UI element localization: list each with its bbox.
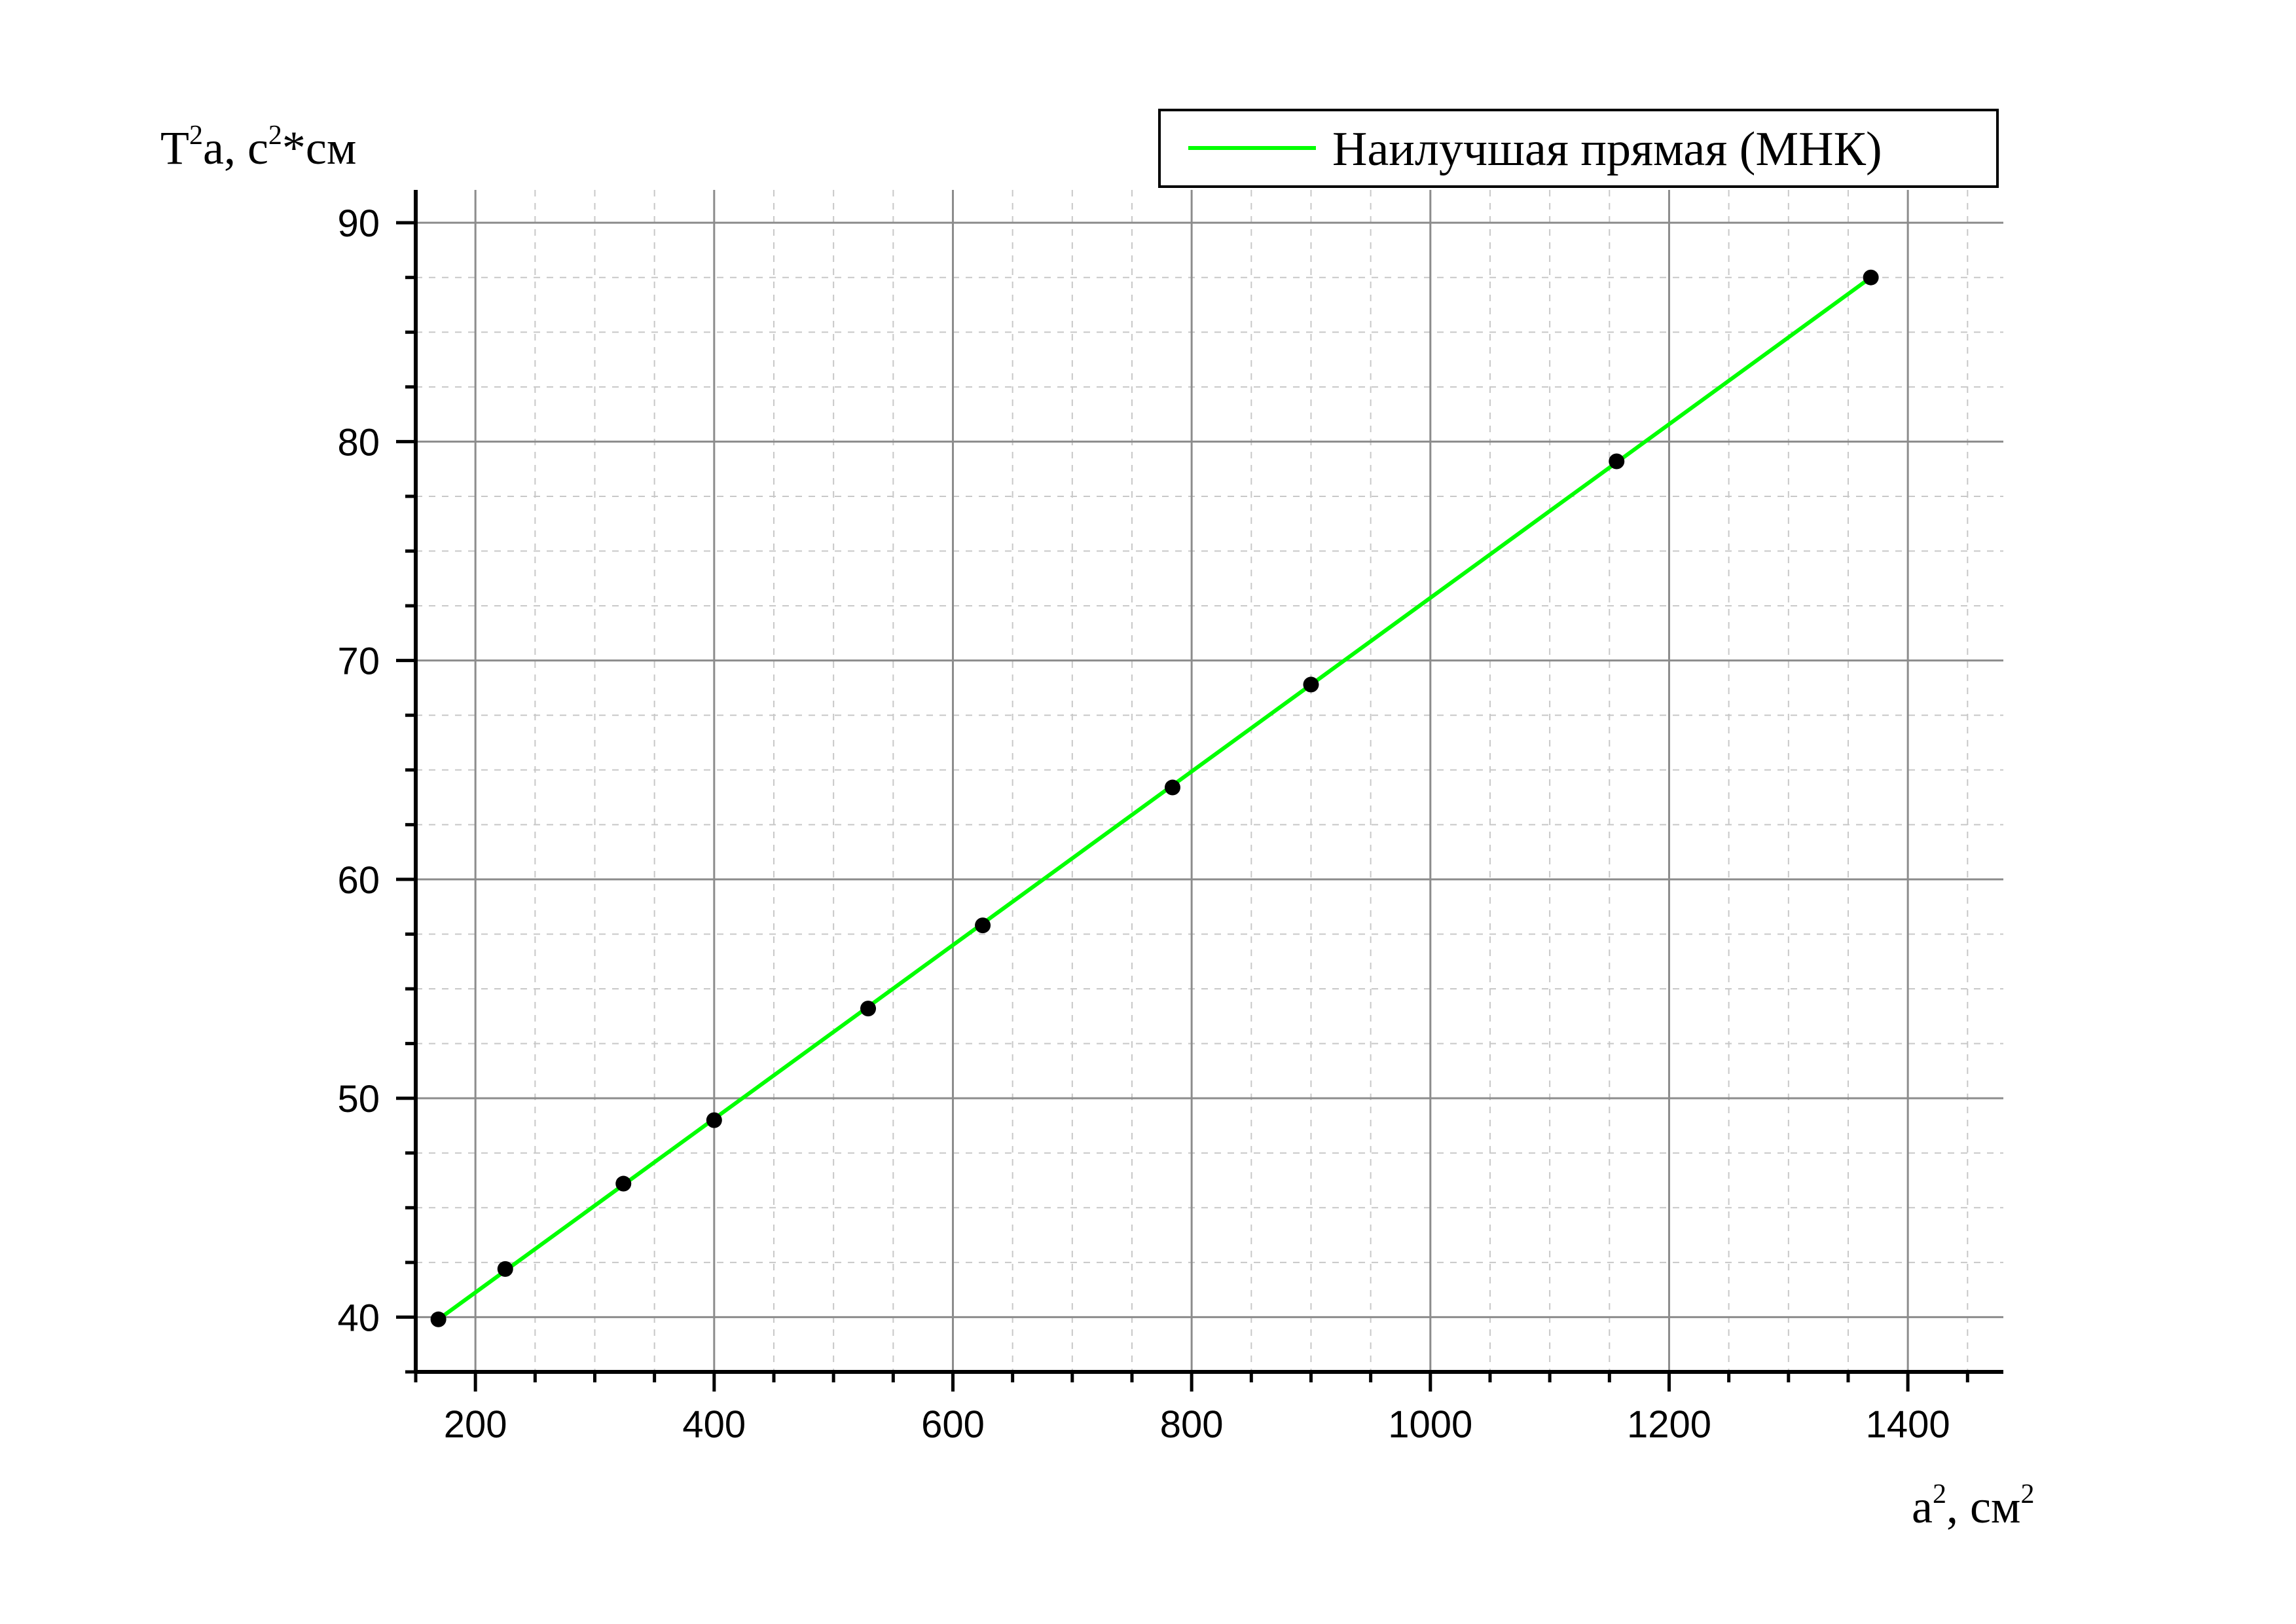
data-point (975, 917, 991, 934)
data-point (860, 1001, 877, 1017)
data-point (1863, 269, 1879, 286)
y-tick-label: 90 (337, 202, 380, 245)
data-point (706, 1112, 722, 1128)
plot-area (430, 269, 1879, 1327)
tick-labels: 200 400 600 800 1000 1200 1400 40 50 60 70 80 90 (337, 202, 1950, 1446)
axes (396, 190, 2003, 1392)
x-tick-label: 400 (682, 1403, 746, 1446)
x-axis-title: a2, см2 (1912, 1479, 2035, 1533)
y-tick-label: 50 (337, 1078, 380, 1120)
x-tick-label: 200 (444, 1403, 507, 1446)
y-tick-label: 60 (337, 859, 380, 902)
x-tick-label: 1400 (1866, 1403, 1950, 1446)
data-point (430, 1311, 446, 1327)
data-point (615, 1175, 632, 1192)
y-tick-label: 80 (337, 421, 380, 464)
y-tick-label: 70 (337, 640, 380, 683)
data-point (1609, 453, 1625, 470)
legend: Наилучшая прямая (МНК) (1158, 109, 1999, 188)
legend-label: Наилучшая прямая (МНК) (1332, 122, 1882, 176)
x-tick-label: 1000 (1388, 1403, 1472, 1446)
y-axis-title: T2a, c2*см (160, 120, 356, 174)
x-tick-label: 600 (921, 1403, 985, 1446)
grid (415, 190, 2003, 1373)
y-tick-label: 40 (337, 1297, 380, 1339)
data-point (1303, 676, 1319, 693)
x-tick-label: 800 (1160, 1403, 1224, 1446)
data-point (1164, 779, 1180, 796)
data-point (497, 1261, 513, 1277)
x-tick-label: 1200 (1627, 1403, 1711, 1446)
best-fit-line (437, 276, 1872, 1321)
